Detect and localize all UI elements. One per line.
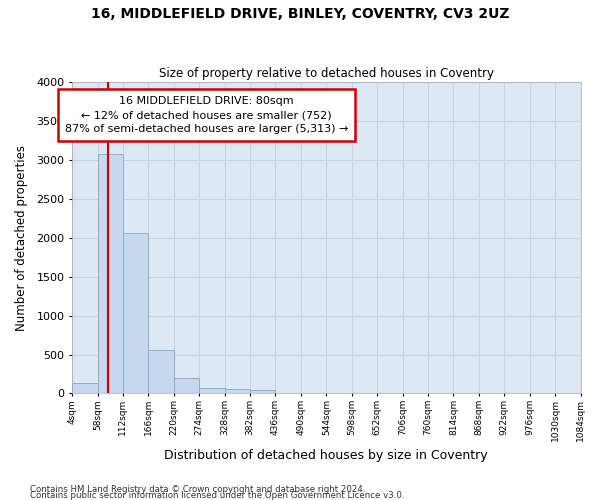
Text: Contains public sector information licensed under the Open Government Licence v3: Contains public sector information licen… (30, 491, 404, 500)
Bar (123, 233, 148, 394)
Bar (148, 350, 174, 394)
Bar (250, 390, 275, 394)
Text: 16, MIDDLEFIELD DRIVE, BINLEY, COVENTRY, CV3 2UZ: 16, MIDDLEFIELD DRIVE, BINLEY, COVENTRY,… (91, 8, 509, 22)
Bar (174, 378, 199, 394)
Title: Size of property relative to detached houses in Coventry: Size of property relative to detached ho… (159, 66, 494, 80)
Bar (98, 154, 123, 394)
Text: Contains HM Land Registry data © Crown copyright and database right 2024.: Contains HM Land Registry data © Crown c… (30, 485, 365, 494)
Text: 16 MIDDLEFIELD DRIVE: 80sqm
← 12% of detached houses are smaller (752)
87% of se: 16 MIDDLEFIELD DRIVE: 80sqm ← 12% of det… (65, 96, 349, 134)
Bar (224, 389, 250, 394)
X-axis label: Distribution of detached houses by size in Coventry: Distribution of detached houses by size … (164, 450, 488, 462)
Y-axis label: Number of detached properties: Number of detached properties (15, 145, 28, 331)
Bar (72, 382, 98, 394)
Bar (199, 388, 224, 394)
Bar (275, 392, 301, 394)
